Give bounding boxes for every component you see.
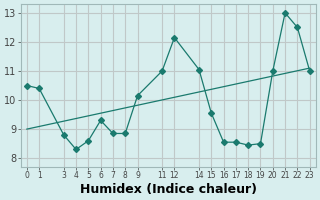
X-axis label: Humidex (Indice chaleur): Humidex (Indice chaleur) bbox=[80, 183, 257, 196]
